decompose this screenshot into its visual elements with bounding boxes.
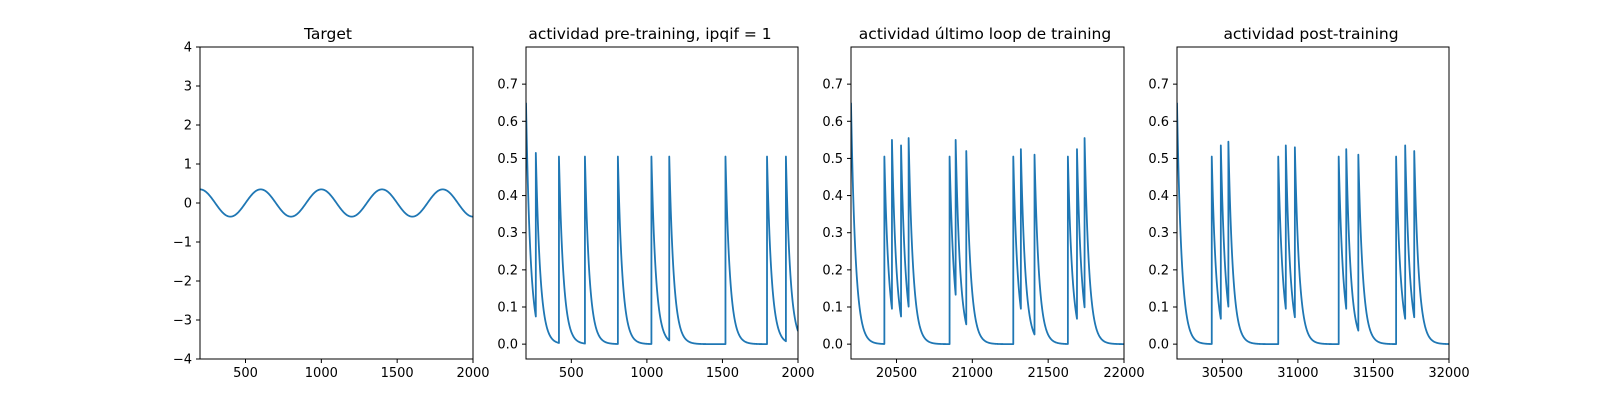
y-tick-label: 4 [184,41,192,56]
y-tick-label: 0.4 [497,189,518,204]
panel-title: actividad post-training [1223,25,1398,43]
y-tick-label: 0.5 [497,152,518,167]
y-tick-label: 0.4 [822,189,843,204]
y-tick-label: 0.3 [497,226,518,241]
x-tick-label: 30500 [1202,366,1243,381]
plot-area: 30500 31000 31500 32000 0.0 0.1 0.2 0.3 0.4 0.5 0.… [1148,46,1470,381]
x-tick-label: 20500 [876,366,917,381]
axes-frame [1176,46,1450,360]
y-tick-label: 0.1 [497,301,518,316]
y-tick-label: 0.0 [1148,338,1169,353]
panel-title: Target [303,25,352,43]
x-tick-label: 31500 [1353,366,1394,381]
y-tick-label: −2 [173,275,192,290]
y-tick-label: 0.3 [1148,226,1169,241]
x-tick-label: 2000 [456,366,489,381]
x-tick-label: 1500 [381,366,414,381]
y-tick-label: 0.2 [822,263,843,278]
y-tick-label: 0.1 [1148,301,1169,316]
x-tick-label: 500 [559,366,584,381]
y-tick-label: 0.2 [1148,263,1169,278]
plot-area: 500 1000 1500 2000 −4 −3 −2 −1 0 1 2 3 4 [173,41,490,382]
y-tick-label: 0.6 [497,115,518,130]
x-tick-label: 1500 [706,366,739,381]
plot-area: 500 1000 1500 2000 0.0 0.1 0.2 0.3 0.4 0.5 0.6 0.7 [497,46,815,381]
x-tick-label: 1000 [630,366,663,381]
y-tick-label: 0.6 [822,115,843,130]
y-tick-label: 0.0 [822,338,843,353]
panel-post-training: actividad post-training 30500 31000 31500 3… [1148,25,1469,381]
x-tick-label: 1000 [305,366,338,381]
y-tick-label: 0.2 [497,263,518,278]
panel-target: Target 500 1000 1500 2000 −4 −3 −2 −1 0 1 2 3 4 [173,25,490,381]
x-tick-label: 22000 [1103,366,1144,381]
panel-pre-training: actividad pre-training, ipqif = 1 500 100… [497,25,814,381]
x-tick-label: 2000 [781,366,814,381]
x-tick-label: 21500 [1027,366,1068,381]
y-tick-label: 0.5 [1148,152,1169,167]
panel-title: actividad pre-training, ipqif = 1 [528,25,771,43]
x-tick-label: 32000 [1428,366,1469,381]
y-tick-label: 0.7 [1148,78,1169,93]
y-tick-label: 3 [184,80,192,95]
y-tick-label: 0.1 [822,301,843,316]
y-tick-label: 0.4 [1148,189,1169,204]
plot-area: 20500 21000 21500 22000 0.0 0.1 0.2 0.3 0.4 0.5 0.… [822,46,1145,381]
series-line [526,102,798,346]
series-line [1177,102,1449,346]
y-tick-label: 2 [184,119,192,134]
axes-frame [525,46,799,360]
y-tick-label: 1 [184,158,192,173]
y-tick-label: 0.7 [497,78,518,93]
y-tick-label: 0.6 [1148,115,1169,130]
panel-title: actividad último loop de training [859,25,1111,43]
y-tick-label: −3 [173,314,192,329]
series-line [851,102,1124,346]
y-tick-label: −4 [173,353,192,368]
x-tick-label: 21000 [952,366,993,381]
y-tick-label: 0.3 [822,226,843,241]
y-tick-label: 0.0 [497,338,518,353]
x-tick-label: 500 [233,366,258,381]
y-tick-label: 0 [184,197,192,212]
axes-frame [850,46,1125,360]
series-line [200,188,473,218]
y-tick-label: −1 [173,236,192,251]
y-tick-label: 0.5 [822,152,843,167]
y-tick-label: 0.7 [822,78,843,93]
panel-last-training-loop: actividad último loop de training 20500 2… [822,25,1144,381]
x-tick-label: 31000 [1277,366,1318,381]
